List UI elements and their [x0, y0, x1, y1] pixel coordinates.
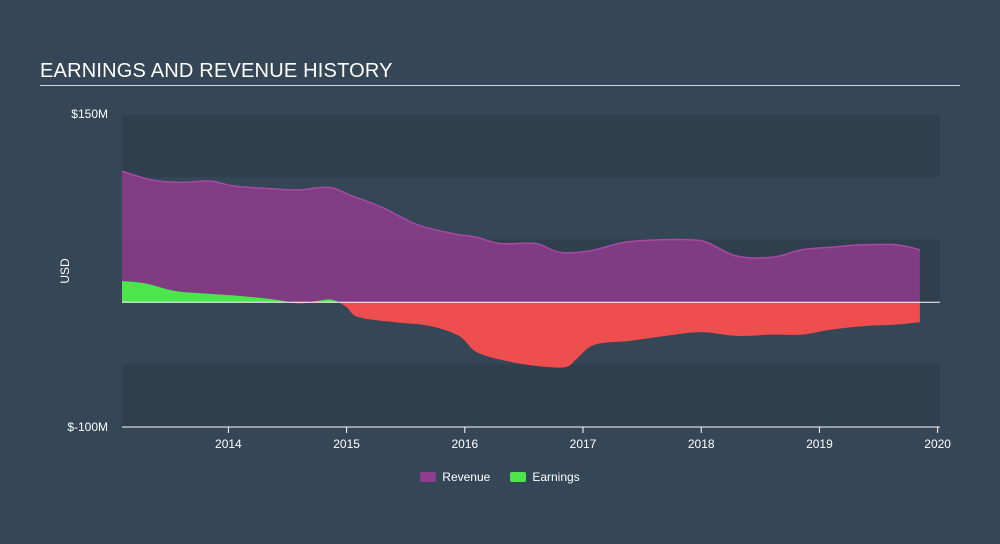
x-tick-label: 2014: [215, 437, 242, 451]
legend-label-earnings: Earnings: [532, 470, 580, 484]
x-tick-label: 2020: [924, 437, 951, 451]
x-tick-label: 2017: [570, 437, 597, 451]
y-axis-label: USD: [58, 258, 72, 284]
legend-label-revenue: Revenue: [442, 470, 491, 484]
earnings-area-positive: [122, 280, 339, 303]
revenue-line: [121, 170, 921, 259]
x-axis-ticks: 2014 2015 2016 2017 2018 2019 2020: [215, 427, 951, 451]
x-tick-label: 2015: [333, 437, 360, 451]
y-tick-label-bottom: $-100M: [67, 420, 108, 434]
chart-title: EARNINGS AND REVENUE HISTORY: [40, 60, 393, 82]
y-tick-label-top: $150M: [71, 107, 108, 121]
legend-item-earnings[interactable]: Earnings: [510, 470, 580, 484]
legend: Revenue Earnings: [0, 470, 1000, 484]
x-tick-label: 2016: [451, 437, 478, 451]
legend-swatch-revenue: [420, 472, 437, 482]
legend-swatch-earnings: [510, 472, 527, 482]
plot-band: [122, 115, 940, 178]
x-tick-label: 2018: [688, 437, 715, 451]
earnings-area-negative: [289, 302, 920, 368]
plot-band: [122, 364, 940, 427]
plot-areas: [121, 170, 940, 368]
x-tick-label: 2019: [806, 437, 833, 451]
revenue-area: [122, 171, 920, 303]
title-divider: [40, 85, 960, 86]
legend-item-revenue[interactable]: Revenue: [420, 470, 490, 484]
